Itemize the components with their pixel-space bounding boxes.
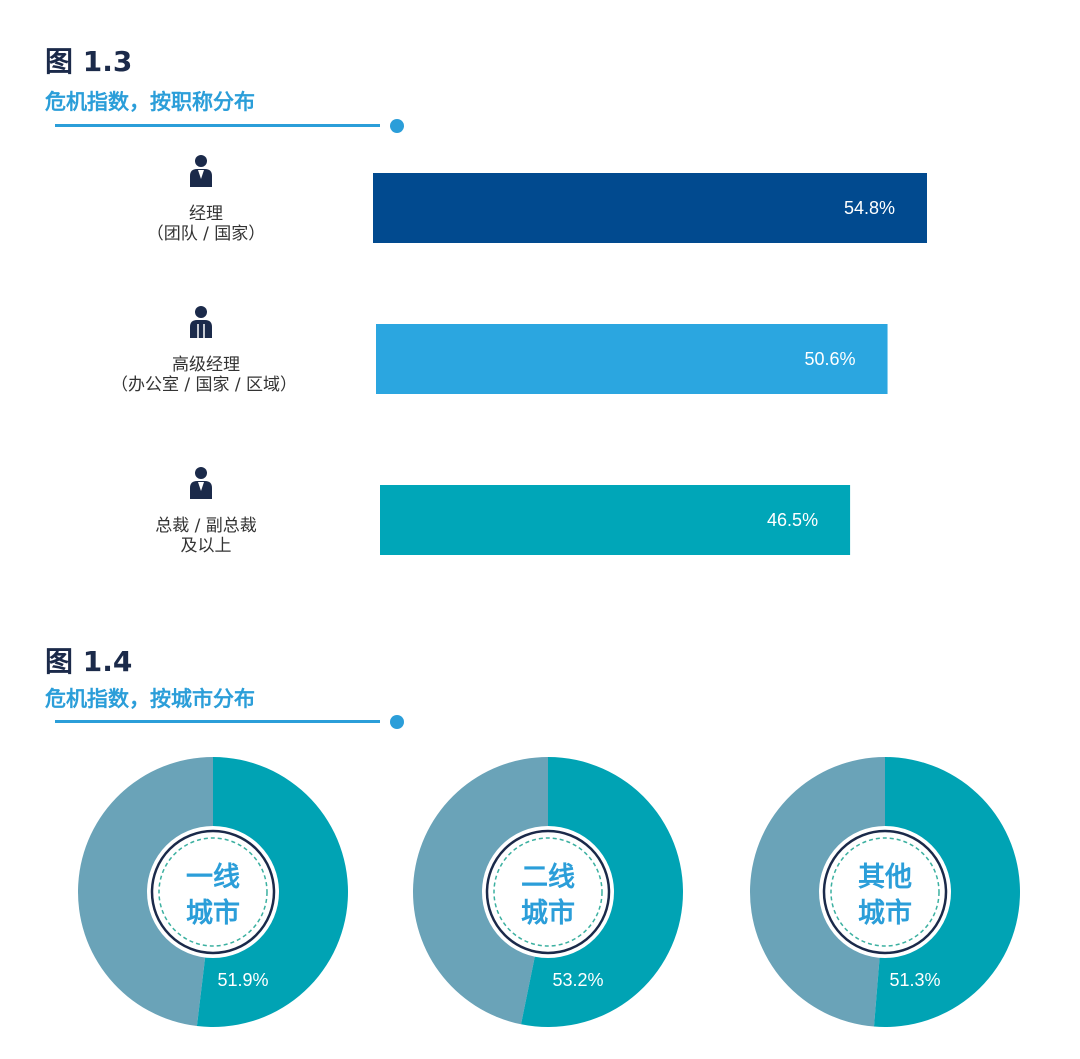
- bar-category-label: （团队 / 国家）: [147, 224, 266, 244]
- donut-remainder-slice: [412, 757, 548, 1025]
- bar-category-label: 及以上: [181, 536, 232, 556]
- donut-dashed-ring: [158, 837, 268, 947]
- donut-category-label: 二线: [521, 862, 575, 893]
- donut-category-label: 城市: [521, 897, 575, 929]
- donut-inner-ring: [822, 829, 948, 955]
- donut-category-label: 一线: [186, 862, 240, 893]
- manager-person-icon: [190, 155, 212, 187]
- donut-inner-ring: [485, 829, 611, 955]
- bar-2: [380, 485, 851, 555]
- donut-value-label: 51.9%: [217, 970, 268, 990]
- figure-1-3-rule: [55, 124, 380, 127]
- donut-center-disc: [482, 826, 614, 958]
- donut-category-label: 城市: [858, 897, 912, 929]
- donut-value-label: 51.3%: [889, 970, 940, 990]
- job-title-bar-chart: 经理（团队 / 国家） 54.8% 高级经理（办公室 / 国家 / 区域） 50.6%…: [111, 155, 927, 556]
- donut-value-label: 53.2%: [552, 970, 603, 990]
- bar-1: [376, 324, 888, 394]
- donut-dashed-ring: [493, 837, 603, 947]
- bar-0: [373, 173, 927, 243]
- bar-value-label: 46.5%: [767, 510, 818, 530]
- donut-dashed-ring: [830, 837, 940, 947]
- donut-remainder-slice: [78, 757, 214, 1027]
- donut-remainder-slice: [749, 757, 885, 1027]
- executive-person-icon: [190, 467, 212, 499]
- donut-category-label: 其他: [858, 862, 912, 893]
- donut-center-disc: [147, 826, 279, 958]
- bar-category-label: 经理: [189, 204, 223, 224]
- senior-manager-person-icon: [190, 306, 212, 338]
- bar-value-label: 54.8%: [844, 198, 895, 218]
- donut-inner-ring: [150, 829, 276, 955]
- bar-category-label: 高级经理: [172, 355, 240, 375]
- bar-category-label: （办公室 / 国家 / 区域）: [111, 375, 297, 395]
- figure-1-4-rule-dot: [390, 715, 404, 729]
- figure-1-3-subtitle: 危机指数，按职称分布: [45, 90, 255, 114]
- figure-1-4-rule: [55, 720, 380, 723]
- figure-1-4-subtitle: 危机指数，按城市分布: [45, 687, 255, 711]
- figure-1-3-title: 图 1.3: [45, 45, 133, 78]
- bar-value-label: 50.6%: [804, 349, 855, 369]
- figure-1-3-rule-dot: [390, 119, 404, 133]
- donut-category-label: 城市: [186, 897, 240, 929]
- figure-1-4-title: 图 1.4: [45, 645, 133, 678]
- donut-center-disc: [819, 826, 951, 958]
- bar-category-label: 总裁 / 副总裁: [155, 516, 257, 536]
